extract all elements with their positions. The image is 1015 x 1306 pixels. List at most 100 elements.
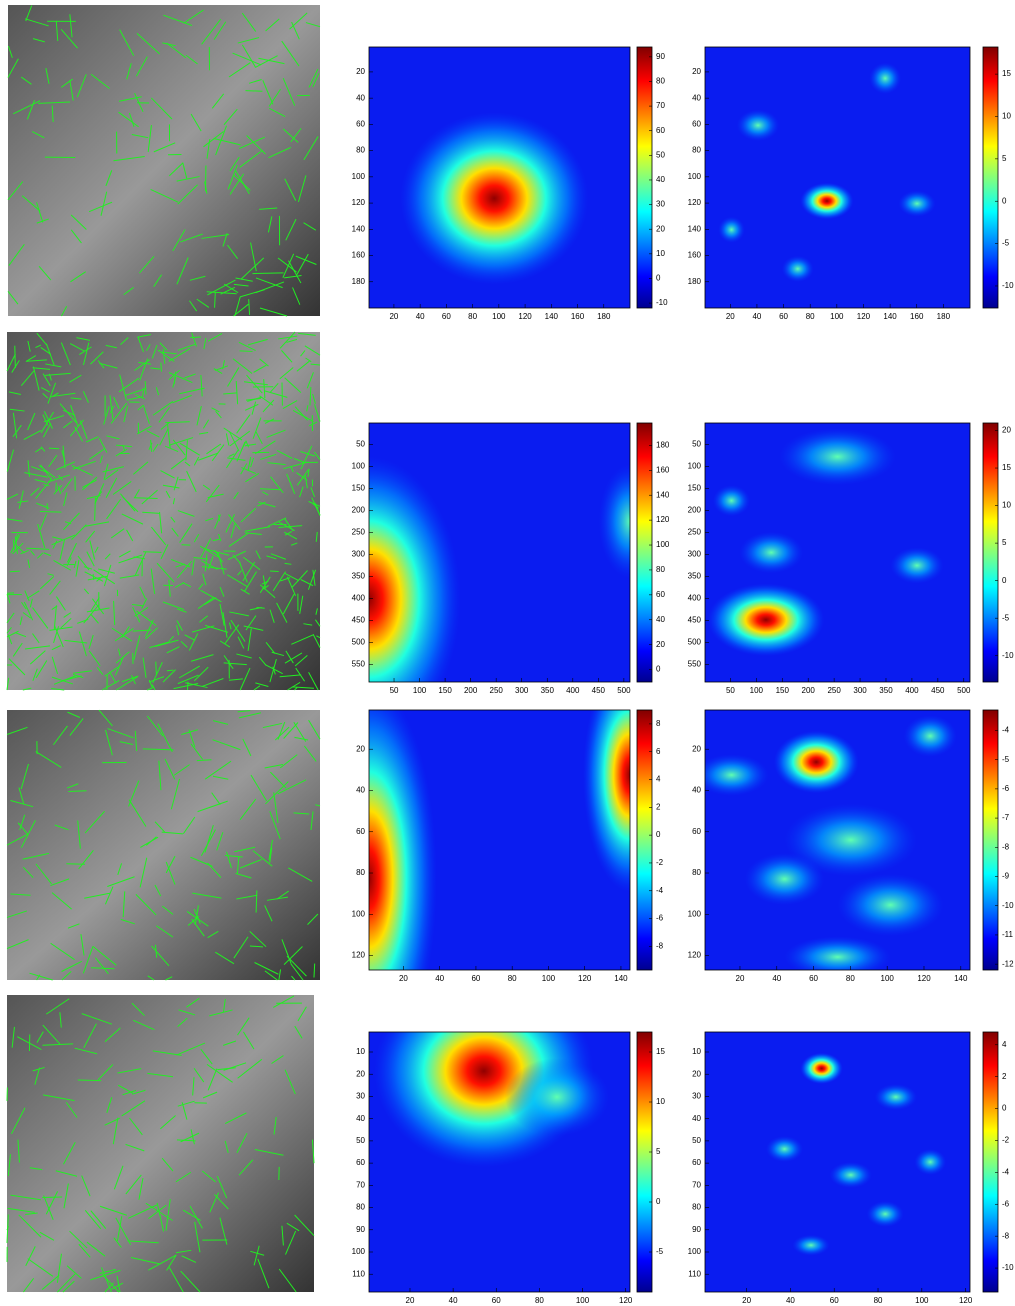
feature-line xyxy=(287,681,301,691)
feature-line xyxy=(134,552,147,576)
feature-line xyxy=(227,367,240,387)
feature-line xyxy=(307,569,317,590)
feature-line xyxy=(27,412,36,431)
feature-line xyxy=(42,423,52,438)
feature-line xyxy=(121,1100,146,1117)
feature-line xyxy=(257,501,266,507)
feature-line xyxy=(206,443,222,455)
x-tick-label: 100 xyxy=(413,686,427,695)
feature-line xyxy=(63,1141,76,1165)
feature-line xyxy=(61,960,82,972)
feature-line xyxy=(67,923,80,929)
feature-line xyxy=(190,856,213,867)
feature-line xyxy=(315,804,321,807)
feature-line xyxy=(165,490,171,499)
feature-line xyxy=(53,625,64,648)
feature-line xyxy=(120,493,136,512)
feature-line xyxy=(154,821,166,833)
feature-line xyxy=(212,739,241,751)
feature-line xyxy=(279,754,298,769)
feature-line xyxy=(305,357,312,363)
feature-line xyxy=(207,930,219,939)
feature-line xyxy=(190,336,201,339)
y-tick-label: 40 xyxy=(692,786,701,795)
feature-line xyxy=(176,1042,206,1056)
feature-line xyxy=(133,635,141,660)
feature-line xyxy=(311,1139,315,1164)
x-tick-label: 20 xyxy=(399,974,408,983)
feature-line xyxy=(262,575,266,588)
feature-line xyxy=(209,1009,233,1017)
feature-line xyxy=(259,207,278,210)
feature-line xyxy=(278,1268,297,1293)
feature-line xyxy=(294,406,308,421)
feature-line xyxy=(6,353,16,372)
feature-line xyxy=(43,414,65,423)
feature-line xyxy=(272,571,286,592)
feature-line xyxy=(91,598,105,615)
feature-line xyxy=(15,632,27,638)
feature-line xyxy=(214,1194,229,1210)
y-tick-label: 180 xyxy=(688,277,702,286)
feature-line xyxy=(94,546,99,553)
feature-line xyxy=(101,1267,112,1293)
feature-line xyxy=(255,55,278,68)
colorbar-tick-label: -6 xyxy=(1002,1199,1010,1208)
feature-line xyxy=(168,372,193,383)
feature-line xyxy=(6,612,15,624)
feature-line xyxy=(42,373,51,387)
feature-line xyxy=(118,111,139,128)
feature-line xyxy=(45,68,50,84)
feature-line xyxy=(237,1058,263,1079)
feature-line xyxy=(104,666,120,677)
feature-line xyxy=(25,1212,38,1215)
heat-blob xyxy=(914,1149,947,1175)
feature-line xyxy=(176,620,183,632)
feature-line xyxy=(263,378,266,399)
feature-line xyxy=(161,905,174,915)
feature-line xyxy=(107,728,134,739)
feature-line xyxy=(240,440,247,451)
feature-line xyxy=(18,490,24,509)
feature-line xyxy=(264,970,278,981)
feature-line xyxy=(215,951,235,965)
feature-line xyxy=(223,283,239,294)
feature-line xyxy=(35,344,42,349)
feature-line xyxy=(239,289,265,298)
feature-line xyxy=(114,656,124,676)
feature-line xyxy=(209,1192,219,1213)
feature-line xyxy=(160,470,175,479)
feature-line xyxy=(27,559,31,568)
x-tick-label: 60 xyxy=(830,1296,839,1305)
feature-line xyxy=(219,603,225,626)
x-tick-label: 40 xyxy=(416,312,425,321)
feature-line xyxy=(135,894,157,916)
feature-line xyxy=(291,570,308,588)
feature-line xyxy=(77,618,89,624)
feature-line xyxy=(192,1077,195,1096)
feature-line xyxy=(197,596,215,610)
feature-line xyxy=(157,723,173,753)
feature-line xyxy=(277,257,297,273)
feature-line xyxy=(111,1282,124,1290)
heat-blob xyxy=(890,547,944,584)
y-tick-label: 30 xyxy=(356,1092,365,1101)
feature-line xyxy=(176,176,200,182)
feature-line xyxy=(198,583,204,590)
feature-line xyxy=(226,450,239,469)
feature-line xyxy=(148,1204,167,1220)
y-tick-label: 20 xyxy=(356,67,365,76)
feature-line xyxy=(86,551,95,567)
x-tick-label: 50 xyxy=(726,686,735,695)
feature-line xyxy=(75,560,80,577)
x-tick-label: 140 xyxy=(883,312,897,321)
feature-line xyxy=(252,417,262,439)
feature-line xyxy=(30,550,35,556)
feature-line xyxy=(186,470,197,493)
feature-line xyxy=(60,617,72,629)
x-tick-label: 180 xyxy=(937,312,951,321)
feature-line xyxy=(126,529,134,542)
feature-line xyxy=(113,600,116,626)
feature-line xyxy=(237,570,242,576)
feature-line xyxy=(144,380,147,395)
